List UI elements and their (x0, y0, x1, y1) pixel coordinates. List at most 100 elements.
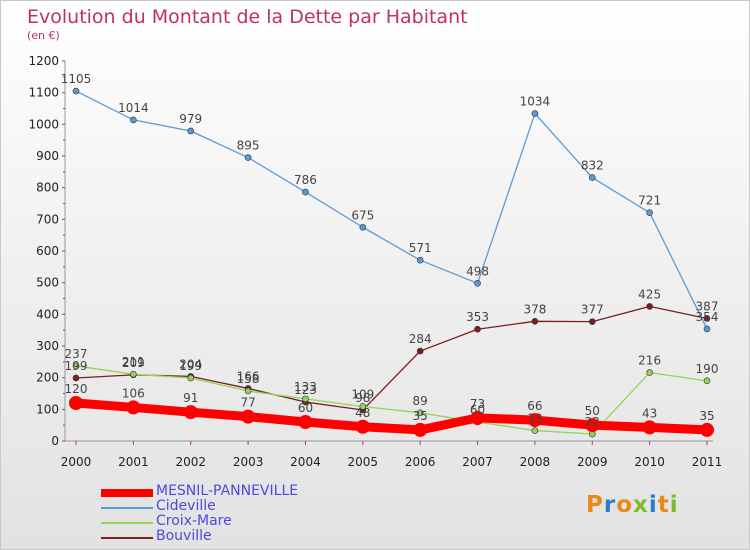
data-label: 89 (413, 394, 428, 408)
legend-swatch (101, 522, 153, 524)
data-label: 786 (294, 173, 317, 187)
legend-label: Bouville (156, 528, 212, 544)
data-point (187, 374, 195, 382)
data-point (187, 127, 195, 135)
legend-label: MESNIL-PANNEVILLE (156, 483, 299, 499)
y-tick-label: 500 (36, 276, 59, 290)
y-tick-label: 800 (36, 181, 59, 195)
data-label: 66 (527, 399, 542, 413)
data-point (130, 370, 137, 378)
chart-title: Evolution du Montant de la Dette par Hab… (27, 6, 468, 28)
logo-letter: i (648, 492, 658, 518)
data-label: 35 (699, 409, 714, 423)
x-tick-label: 2008 (520, 455, 551, 469)
data-label: 133 (294, 380, 317, 394)
data-label: 120 (65, 382, 88, 396)
data-label: 91 (183, 391, 198, 405)
legend-label: Croix-Mare (156, 513, 232, 529)
x-tick-label: 2010 (634, 455, 665, 469)
data-point (241, 409, 256, 424)
y-tick-label: 1000 (28, 117, 59, 131)
data-point (359, 223, 367, 231)
data-point (646, 303, 653, 310)
data-point (703, 325, 711, 333)
data-point (531, 427, 539, 434)
y-tick-label: 200 (36, 371, 59, 385)
legend-label: Cideville (156, 498, 216, 514)
data-label: 675 (351, 208, 374, 222)
y-tick-label: 300 (36, 339, 59, 353)
data-label: 190 (696, 362, 719, 376)
data-label: 498 (466, 264, 489, 278)
series-line-bouville (75, 305, 708, 411)
logo-letter: o (616, 492, 634, 518)
data-point (359, 403, 367, 410)
y-tick-label: 100 (36, 402, 59, 416)
data-label: 50 (585, 404, 600, 418)
data-point (416, 256, 424, 264)
data-point (588, 318, 596, 325)
data-point (130, 116, 137, 124)
data-point (72, 374, 80, 382)
y-tick-label: 1200 (28, 54, 59, 68)
data-point (642, 420, 657, 435)
x-tick-label: 2000 (61, 455, 92, 469)
data-label: 209 (122, 356, 145, 370)
data-label: 77 (240, 396, 255, 410)
data-label: 425 (638, 287, 661, 301)
data-point (700, 422, 714, 437)
data-label: 106 (122, 386, 145, 400)
data-label: 895 (237, 139, 260, 153)
data-point (646, 369, 653, 376)
data-label: 43 (642, 406, 657, 420)
data-label: 387 (696, 299, 719, 313)
y-tick-label: 900 (36, 149, 59, 163)
data-point (244, 154, 252, 161)
x-tick-label: 2001 (118, 455, 149, 469)
logo-letter: P (586, 492, 604, 518)
legend-swatch (101, 537, 153, 539)
chart-unit: (en €) (27, 29, 60, 42)
x-tick-label: 2002 (175, 455, 206, 469)
data-point (470, 410, 485, 425)
y-tick-label: 0 (51, 434, 59, 448)
y-tick-label: 400 (36, 307, 59, 321)
data-point (72, 362, 80, 370)
data-label: 1034 (520, 95, 551, 109)
data-point (126, 400, 141, 415)
data-point (474, 279, 481, 287)
x-tick-label: 2011 (692, 455, 723, 469)
data-label: 123 (294, 383, 317, 397)
legend-swatch (101, 507, 153, 509)
x-tick-label: 2006 (405, 455, 436, 469)
x-tick-label: 2009 (577, 455, 608, 469)
data-label: 60 (470, 403, 485, 417)
data-label: 204 (179, 357, 202, 371)
data-label: 1105 (61, 72, 92, 86)
x-tick-label: 2005 (348, 455, 379, 469)
legend-swatch (101, 489, 153, 497)
data-label: 33 (527, 412, 542, 426)
data-point (302, 395, 309, 403)
data-label: 199 (65, 359, 88, 373)
data-label: 832 (581, 159, 604, 173)
data-label: 284 (409, 332, 432, 346)
data-label: 73 (470, 397, 485, 411)
data-point (69, 396, 83, 410)
data-label: 1014 (118, 101, 149, 115)
data-point (413, 422, 428, 437)
data-point (585, 418, 600, 433)
data-point (416, 409, 424, 417)
x-tick-label: 2007 (462, 455, 493, 469)
data-point (703, 377, 711, 385)
data-point (474, 325, 481, 333)
data-point (302, 188, 309, 196)
x-tick-label: 2004 (290, 455, 321, 469)
logo-letter: t (657, 492, 670, 518)
data-point (531, 110, 539, 117)
data-label: 354 (696, 310, 719, 324)
data-point (527, 413, 542, 428)
data-label: 98 (355, 391, 370, 405)
